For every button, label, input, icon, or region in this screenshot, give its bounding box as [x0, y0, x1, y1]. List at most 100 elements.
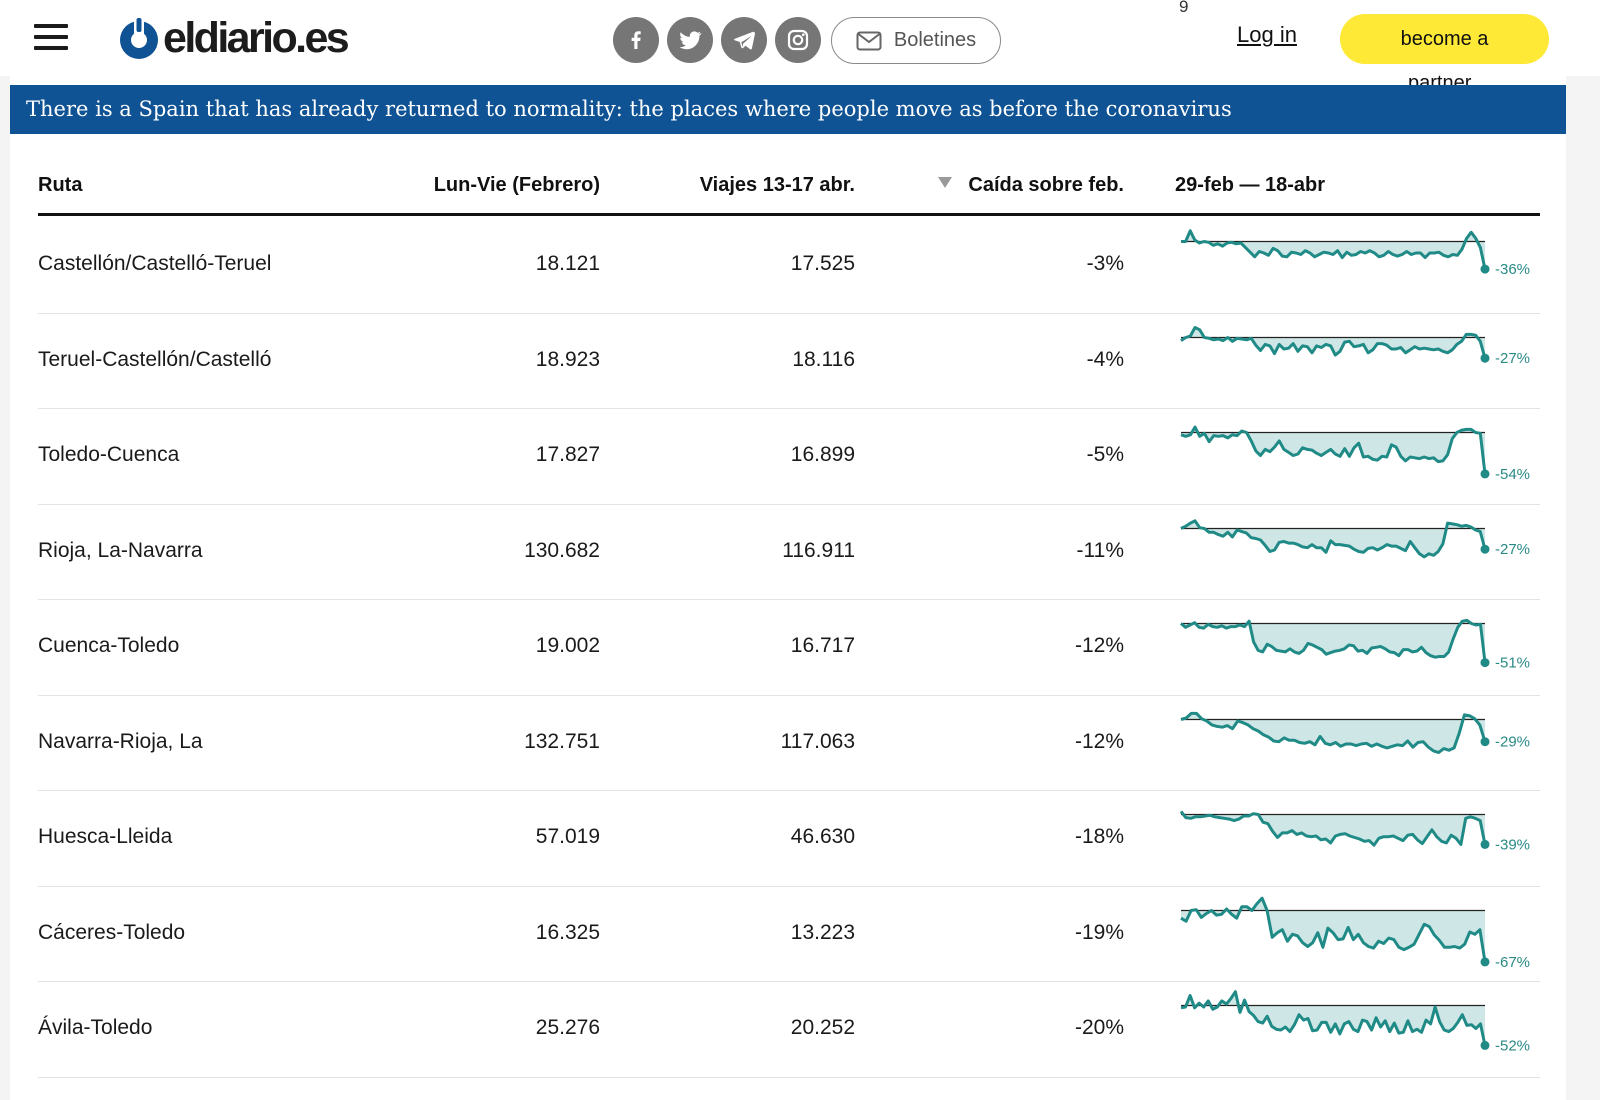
sparkline-chart: -51%: [1180, 618, 1530, 672]
sparkline-end-dot: [1480, 839, 1490, 849]
cell-trips: 16.899: [790, 443, 855, 466]
cell-ruta: Toledo-Cuenca: [38, 443, 180, 466]
newsletter-label: Boletines: [893, 29, 977, 51]
sparkline-end-dot: [1480, 264, 1490, 274]
cell-drop: -18%: [1074, 825, 1124, 848]
sparkline-final-label: -54%: [1495, 466, 1530, 483]
sparkline-final-label: -39%: [1495, 836, 1530, 853]
sparkline-line: [1180, 425, 1487, 475]
cell-trips: 46.630: [790, 825, 855, 848]
sparkline-end-dot: [1480, 469, 1490, 479]
cell-drop: -12%: [1074, 634, 1124, 657]
sparkline-final-label: -51%: [1495, 655, 1530, 672]
sparkline-final-label: -29%: [1495, 733, 1530, 750]
column-header-range: 29-feb — 18-abr: [1175, 174, 1326, 196]
instagram-icon[interactable]: [775, 17, 821, 63]
logo-mark-icon: [120, 15, 158, 59]
sparkline-final-label: -27%: [1495, 541, 1530, 558]
sparkline-final-label: -52%: [1495, 1037, 1530, 1054]
cell-trips: 20.252: [790, 1016, 855, 1039]
cell-feb: 130.682: [524, 538, 600, 562]
sort-descending-icon[interactable]: [938, 177, 953, 188]
table-row: Cáceres-Toledo 16.325 13.223 -19% -67%: [38, 887, 1540, 982]
sparkline-chart: -39%: [1179, 810, 1530, 853]
cell-trips: 16.717: [790, 634, 855, 657]
column-header-trips[interactable]: Viajes 13-17 abr.: [699, 174, 855, 196]
cell-drop: -20%: [1074, 1016, 1124, 1039]
sparkline-area: [1181, 520, 1485, 557]
sparkline-area: [1181, 230, 1485, 270]
column-header-drop[interactable]: Caída sobre feb.: [938, 174, 1124, 197]
cell-ruta: Rioja, La-Navarra: [38, 538, 203, 562]
sparkline-end-dot: [1480, 1040, 1490, 1050]
sparkline-chart: -52%: [1180, 990, 1530, 1054]
sparkline-final-label: -27%: [1495, 350, 1530, 367]
table-row: Teruel-Castellón/Castelló 18.923 18.116 …: [38, 314, 1540, 409]
cell-feb: 16.325: [535, 920, 600, 944]
sparkline-line: [1179, 810, 1487, 847]
site-header: eldiario.es Boletines 9 Log in become a: [0, 0, 1600, 76]
sparkline-line: [1180, 896, 1487, 962]
cell-ruta: Teruel-Castellón/Castelló: [38, 347, 272, 371]
cell-feb: 25.276: [535, 1016, 600, 1039]
sparkline-area: [1181, 811, 1485, 846]
sparkline-end-dot: [1480, 736, 1490, 746]
sparkline-line: [1181, 229, 1487, 270]
cell-trips: 13.223: [790, 920, 855, 944]
sparkline-end-dot: [1480, 658, 1490, 668]
sparkline-line: [1180, 990, 1487, 1046]
newsletter-button[interactable]: Boletines: [831, 17, 1001, 64]
table-row: Rioja, La-Navarra 130.682 116.911 -11% -…: [38, 505, 1540, 600]
column-header-ruta[interactable]: Ruta: [38, 174, 83, 196]
table-body: Castellón/Castelló-Teruel 18.121 17.525 …: [38, 218, 1540, 1078]
headline-banner[interactable]: There is a Spain that has already return…: [10, 85, 1566, 134]
telegram-icon[interactable]: [721, 17, 767, 63]
cell-feb: 19.002: [535, 634, 600, 657]
hamburger-menu-icon[interactable]: [34, 24, 68, 50]
cell-drop: -4%: [1086, 347, 1124, 371]
cell-trips: 18.116: [792, 347, 855, 371]
cell-feb: 17.827: [535, 443, 600, 466]
cell-feb: 18.923: [535, 347, 600, 371]
sparkline-line: [1180, 518, 1487, 558]
sparkline-chart: -29%: [1180, 711, 1530, 754]
table-row: Huesca-Lleida 57.019 46.630 -18% -39%: [38, 791, 1540, 887]
sparkline-final-label: -67%: [1495, 953, 1530, 970]
login-link[interactable]: Log in: [1237, 22, 1297, 47]
table-row: Toledo-Cuenca 17.827 16.899 -5% -54%: [38, 409, 1540, 505]
sparkline-chart: -67%: [1180, 896, 1530, 970]
cell-drop: -5%: [1086, 443, 1124, 466]
twitter-icon[interactable]: [667, 17, 713, 63]
table-row: Ávila-Toledo 25.276 20.252 -20% -52%: [38, 982, 1540, 1078]
sparkline-area: [1181, 712, 1485, 752]
cell-ruta: Cuenca-Toledo: [38, 634, 180, 657]
sparkline-line: [1180, 618, 1487, 663]
sparkline-chart: -27%: [1180, 518, 1530, 558]
sparkline-area: [1181, 620, 1485, 663]
table-row: Castellón/Castelló-Teruel 18.121 17.525 …: [38, 218, 1540, 314]
sparkline-final-label: -36%: [1495, 261, 1530, 278]
table-row: Cuenca-Toledo 19.002 16.717 -12% -51%: [38, 600, 1540, 696]
column-header-feb[interactable]: Lun-Vie (Febrero): [433, 174, 600, 196]
cell-trips: 116.911: [782, 538, 855, 562]
partner-label: become a: [1400, 27, 1489, 50]
become-partner-button[interactable]: become a: [1340, 14, 1549, 64]
sparkline-chart: -54%: [1180, 425, 1530, 483]
table-row: Navarra-Rioja, La 132.751 117.063 -12% -…: [38, 696, 1540, 791]
sparkline-end-dot: [1480, 353, 1490, 363]
sparkline-line: [1180, 711, 1487, 754]
sparkline-end-dot: [1480, 956, 1490, 966]
cell-drop: -3%: [1086, 252, 1124, 275]
table-header: Ruta Lun-Vie (Febrero) Viajes 13-17 abr.…: [38, 160, 1540, 216]
envelope-icon: [856, 31, 882, 50]
notification-count: 9: [1179, 0, 1189, 16]
cell-feb: 57.019: [535, 825, 600, 848]
cell-ruta: Cáceres-Toledo: [38, 920, 186, 944]
cell-drop: -11%: [1076, 538, 1124, 562]
cell-trips: 17.525: [790, 252, 855, 275]
cell-ruta: Huesca-Lleida: [38, 825, 173, 848]
column-header-drop-label: Caída sobre feb.: [968, 174, 1124, 196]
facebook-icon[interactable]: [613, 17, 659, 63]
sparkline-area: [1181, 991, 1485, 1046]
site-logo[interactable]: eldiario.es: [117, 14, 350, 62]
